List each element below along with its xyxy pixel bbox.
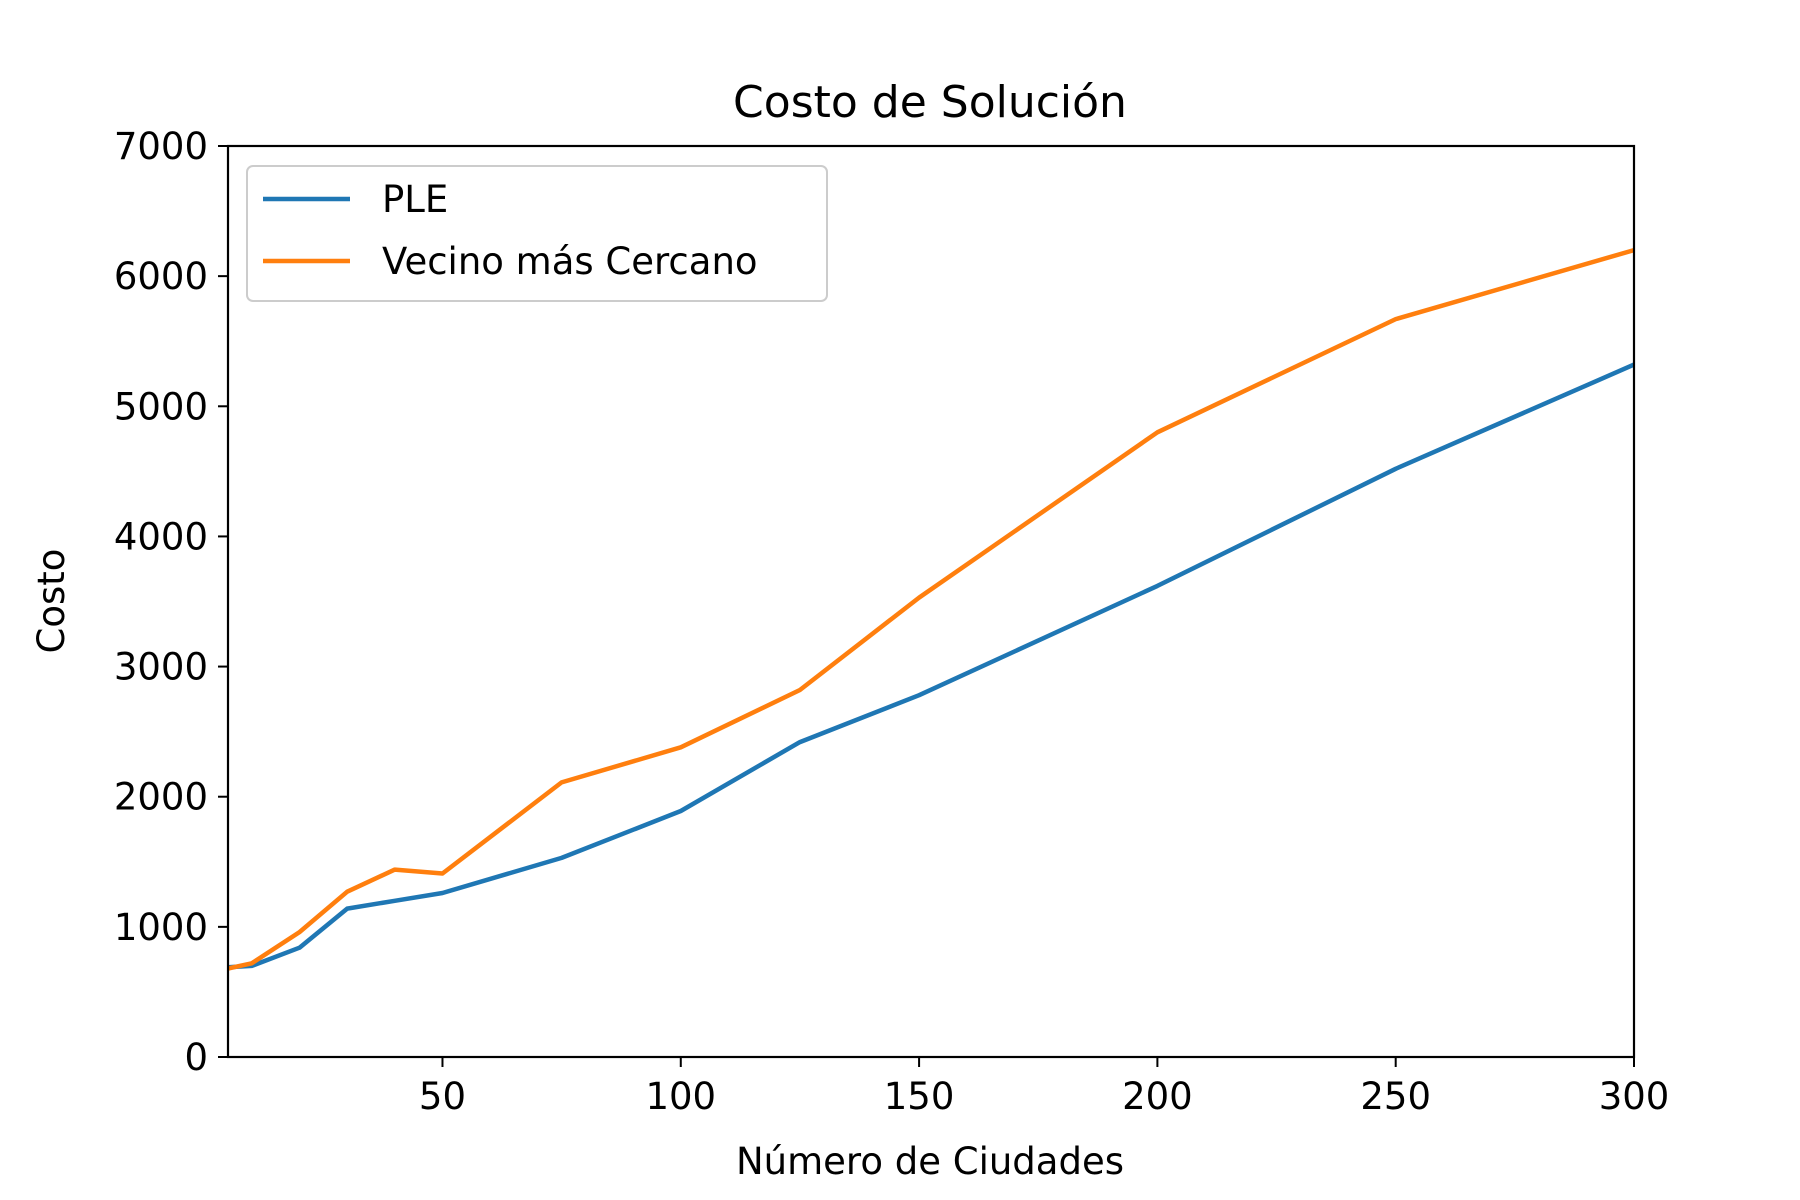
y-tick-label: 7000	[114, 125, 208, 168]
legend-label-vecino: Vecino más Cercano	[382, 240, 758, 283]
y-tick-label: 6000	[114, 255, 208, 298]
plot-area-frame	[226, 144, 1636, 1059]
legend-box	[246, 165, 828, 302]
legend-label-ple: PLE	[382, 178, 448, 221]
y-tick-label: 4000	[114, 515, 208, 558]
x-axis-ticks: 50 100 150 200 250 300	[419, 1057, 1669, 1118]
x-tick-label: 50	[419, 1075, 466, 1118]
legend: PLE Vecino más Cercano	[246, 165, 828, 302]
x-tick-label: 300	[1599, 1075, 1670, 1118]
y-tick-label: 5000	[114, 385, 208, 428]
y-axis-ticks: 0 1000 2000 3000 4000 5000 6000 7000	[114, 125, 228, 1079]
y-tick-label: 3000	[114, 646, 208, 689]
y-tick-label: 1000	[114, 906, 208, 949]
y-axis-title: Costo	[30, 549, 73, 654]
plot-lines	[227, 247, 1635, 971]
series-line-ple	[227, 362, 1635, 970]
series-line-vecino-mas-cercano	[227, 247, 1635, 971]
y-tick-label: 0	[184, 1036, 208, 1079]
x-tick-label: 200	[1122, 1075, 1193, 1118]
x-axis-title: Número de Ciudades	[736, 1140, 1124, 1183]
x-tick-label: 250	[1360, 1075, 1431, 1118]
x-tick-label: 150	[884, 1075, 955, 1118]
chart-title: Costo de Solución	[733, 77, 1127, 128]
x-tick-label: 100	[645, 1075, 716, 1118]
y-tick-label: 2000	[114, 776, 208, 819]
